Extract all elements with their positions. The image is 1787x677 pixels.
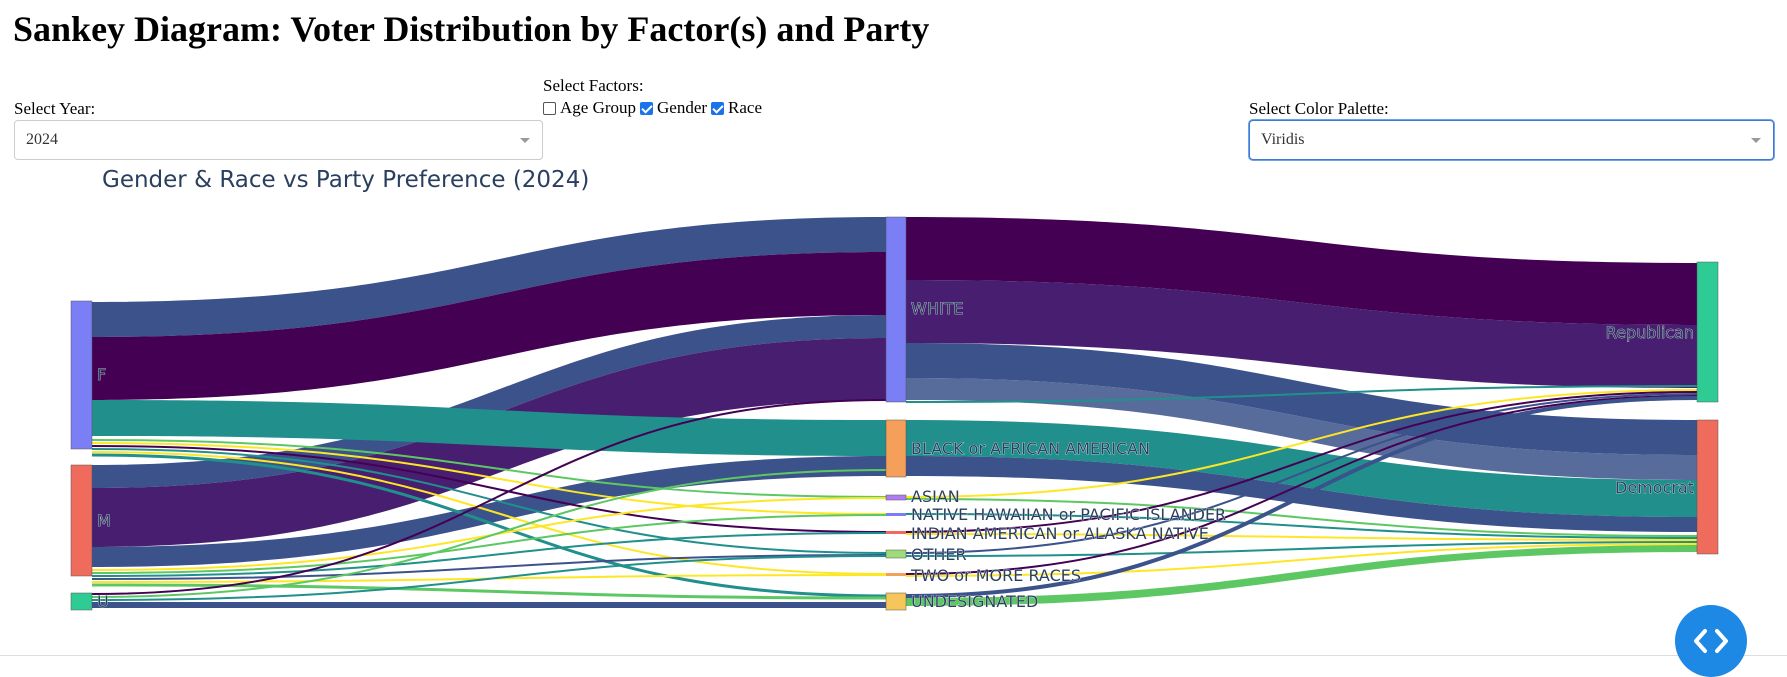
link-white-dem <box>906 343 1697 455</box>
race-checkbox[interactable] <box>711 101 725 115</box>
gender-checkbox[interactable] <box>640 101 654 115</box>
chart-title: Gender & Race vs Party Preference (2024) <box>102 167 589 193</box>
palette-dropdown-value: Viridis <box>1261 131 1305 148</box>
link-f-black <box>92 400 886 456</box>
link-white-dem-b <box>906 378 1697 480</box>
code-icon <box>1694 629 1728 653</box>
node-asian <box>885 494 907 501</box>
node-u <box>70 592 93 611</box>
link-u-undesignated <box>92 602 886 608</box>
year-label: Select Year: <box>14 99 96 118</box>
node-other <box>885 549 907 559</box>
node-democrat <box>1696 419 1719 555</box>
node-white <box>885 216 907 403</box>
node-black <box>885 419 907 478</box>
label-undesignated: UNDESIGNATED <box>911 592 1038 611</box>
node-undesignated <box>885 592 907 611</box>
label-m: M <box>97 511 111 530</box>
age-group-label[interactable]: Age Group <box>560 98 637 117</box>
node-f <box>70 300 93 450</box>
label-nhpi: NATIVE HAWAIIAN or PACIFIC ISLANDER <box>911 505 1226 524</box>
link-f-white-b <box>92 252 886 400</box>
label-black: BLACK or AFRICAN AMERICAN <box>911 439 1150 458</box>
chevron-down-icon[interactable] <box>1751 138 1761 143</box>
year-dropdown-value: 2024 <box>26 131 58 148</box>
label-white: WHITE <box>911 299 963 318</box>
node-republican <box>1696 261 1719 403</box>
palette-label: Select Color Palette: <box>1249 99 1389 118</box>
gender-label[interactable]: Gender <box>657 98 708 117</box>
link-black-dem <box>906 420 1697 517</box>
year-dropdown[interactable]: 2024 <box>14 120 543 160</box>
label-f: F <box>97 365 106 384</box>
node-two-more <box>886 573 906 576</box>
label-other: OTHER <box>911 545 967 564</box>
label-asian: ASIAN <box>911 487 960 506</box>
node-m <box>70 464 93 577</box>
page-title: Sankey Diagram: Voter Distribution by Fa… <box>13 9 930 49</box>
link-f-white-a <box>92 217 886 337</box>
label-iaan: INDIAN AMERICAN or ALASKA NATIVE <box>911 524 1209 543</box>
link-m-white-a <box>92 315 886 488</box>
link-white-rep-b <box>906 280 1697 388</box>
sankey-nodes <box>70 216 1719 611</box>
chevron-down-icon[interactable] <box>520 138 530 143</box>
node-iaan <box>886 531 906 534</box>
sankey-labels: F M U WHITE BLACK or AFRICAN AMERICAN AS… <box>97 299 1695 612</box>
label-democrat: Democrat <box>1615 478 1694 497</box>
node-nhpi <box>886 513 906 516</box>
label-republican: Republican <box>1606 323 1694 342</box>
label-two-more: TWO or MORE RACES <box>910 566 1081 585</box>
footer-divider <box>0 655 1787 656</box>
thin-links <box>91 399 887 601</box>
label-u: U <box>97 592 109 611</box>
link-undesignated-dem <box>906 545 1697 606</box>
sankey-links <box>91 217 1698 608</box>
link-black-dem-b <box>906 456 1697 532</box>
race-label[interactable]: Race <box>728 98 763 117</box>
code-toggle-button[interactable] <box>1675 605 1747 677</box>
link-white-rep-a <box>906 217 1697 325</box>
factors-checklist: Age Group Gender Race <box>543 98 762 118</box>
thin-links-right <box>905 385 1698 598</box>
factors-label: Select Factors: <box>543 76 644 95</box>
age-group-checkbox[interactable] <box>543 101 556 115</box>
palette-dropdown[interactable]: Viridis <box>1249 120 1774 160</box>
